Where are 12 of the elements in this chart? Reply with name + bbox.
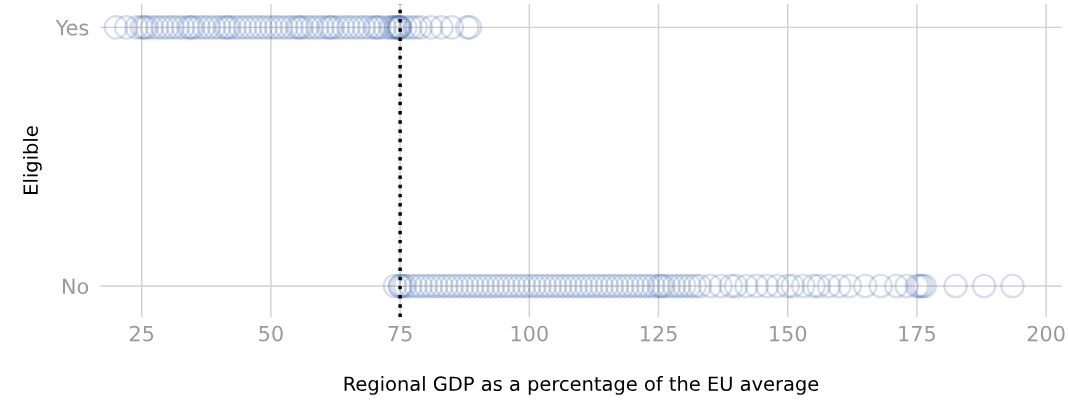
x-tick-label: 50 [259, 325, 283, 342]
x-tick-label: 100 [511, 325, 548, 342]
y-axis-title: Eligible [22, 126, 42, 194]
y-tick-label: Yes [55, 20, 89, 36]
x-tick-label: 150 [770, 325, 807, 342]
x-tick-label: 25 [130, 325, 154, 342]
x-tick-label: 200 [1027, 325, 1065, 342]
y-tick-label: No [62, 278, 89, 295]
x-tick-label: 175 [899, 325, 935, 342]
x-tick-label: 75 [388, 325, 412, 342]
x-tick-label: 125 [640, 325, 677, 342]
x-axis-title: Regional GDP as a percentage of the EU average [344, 376, 819, 395]
